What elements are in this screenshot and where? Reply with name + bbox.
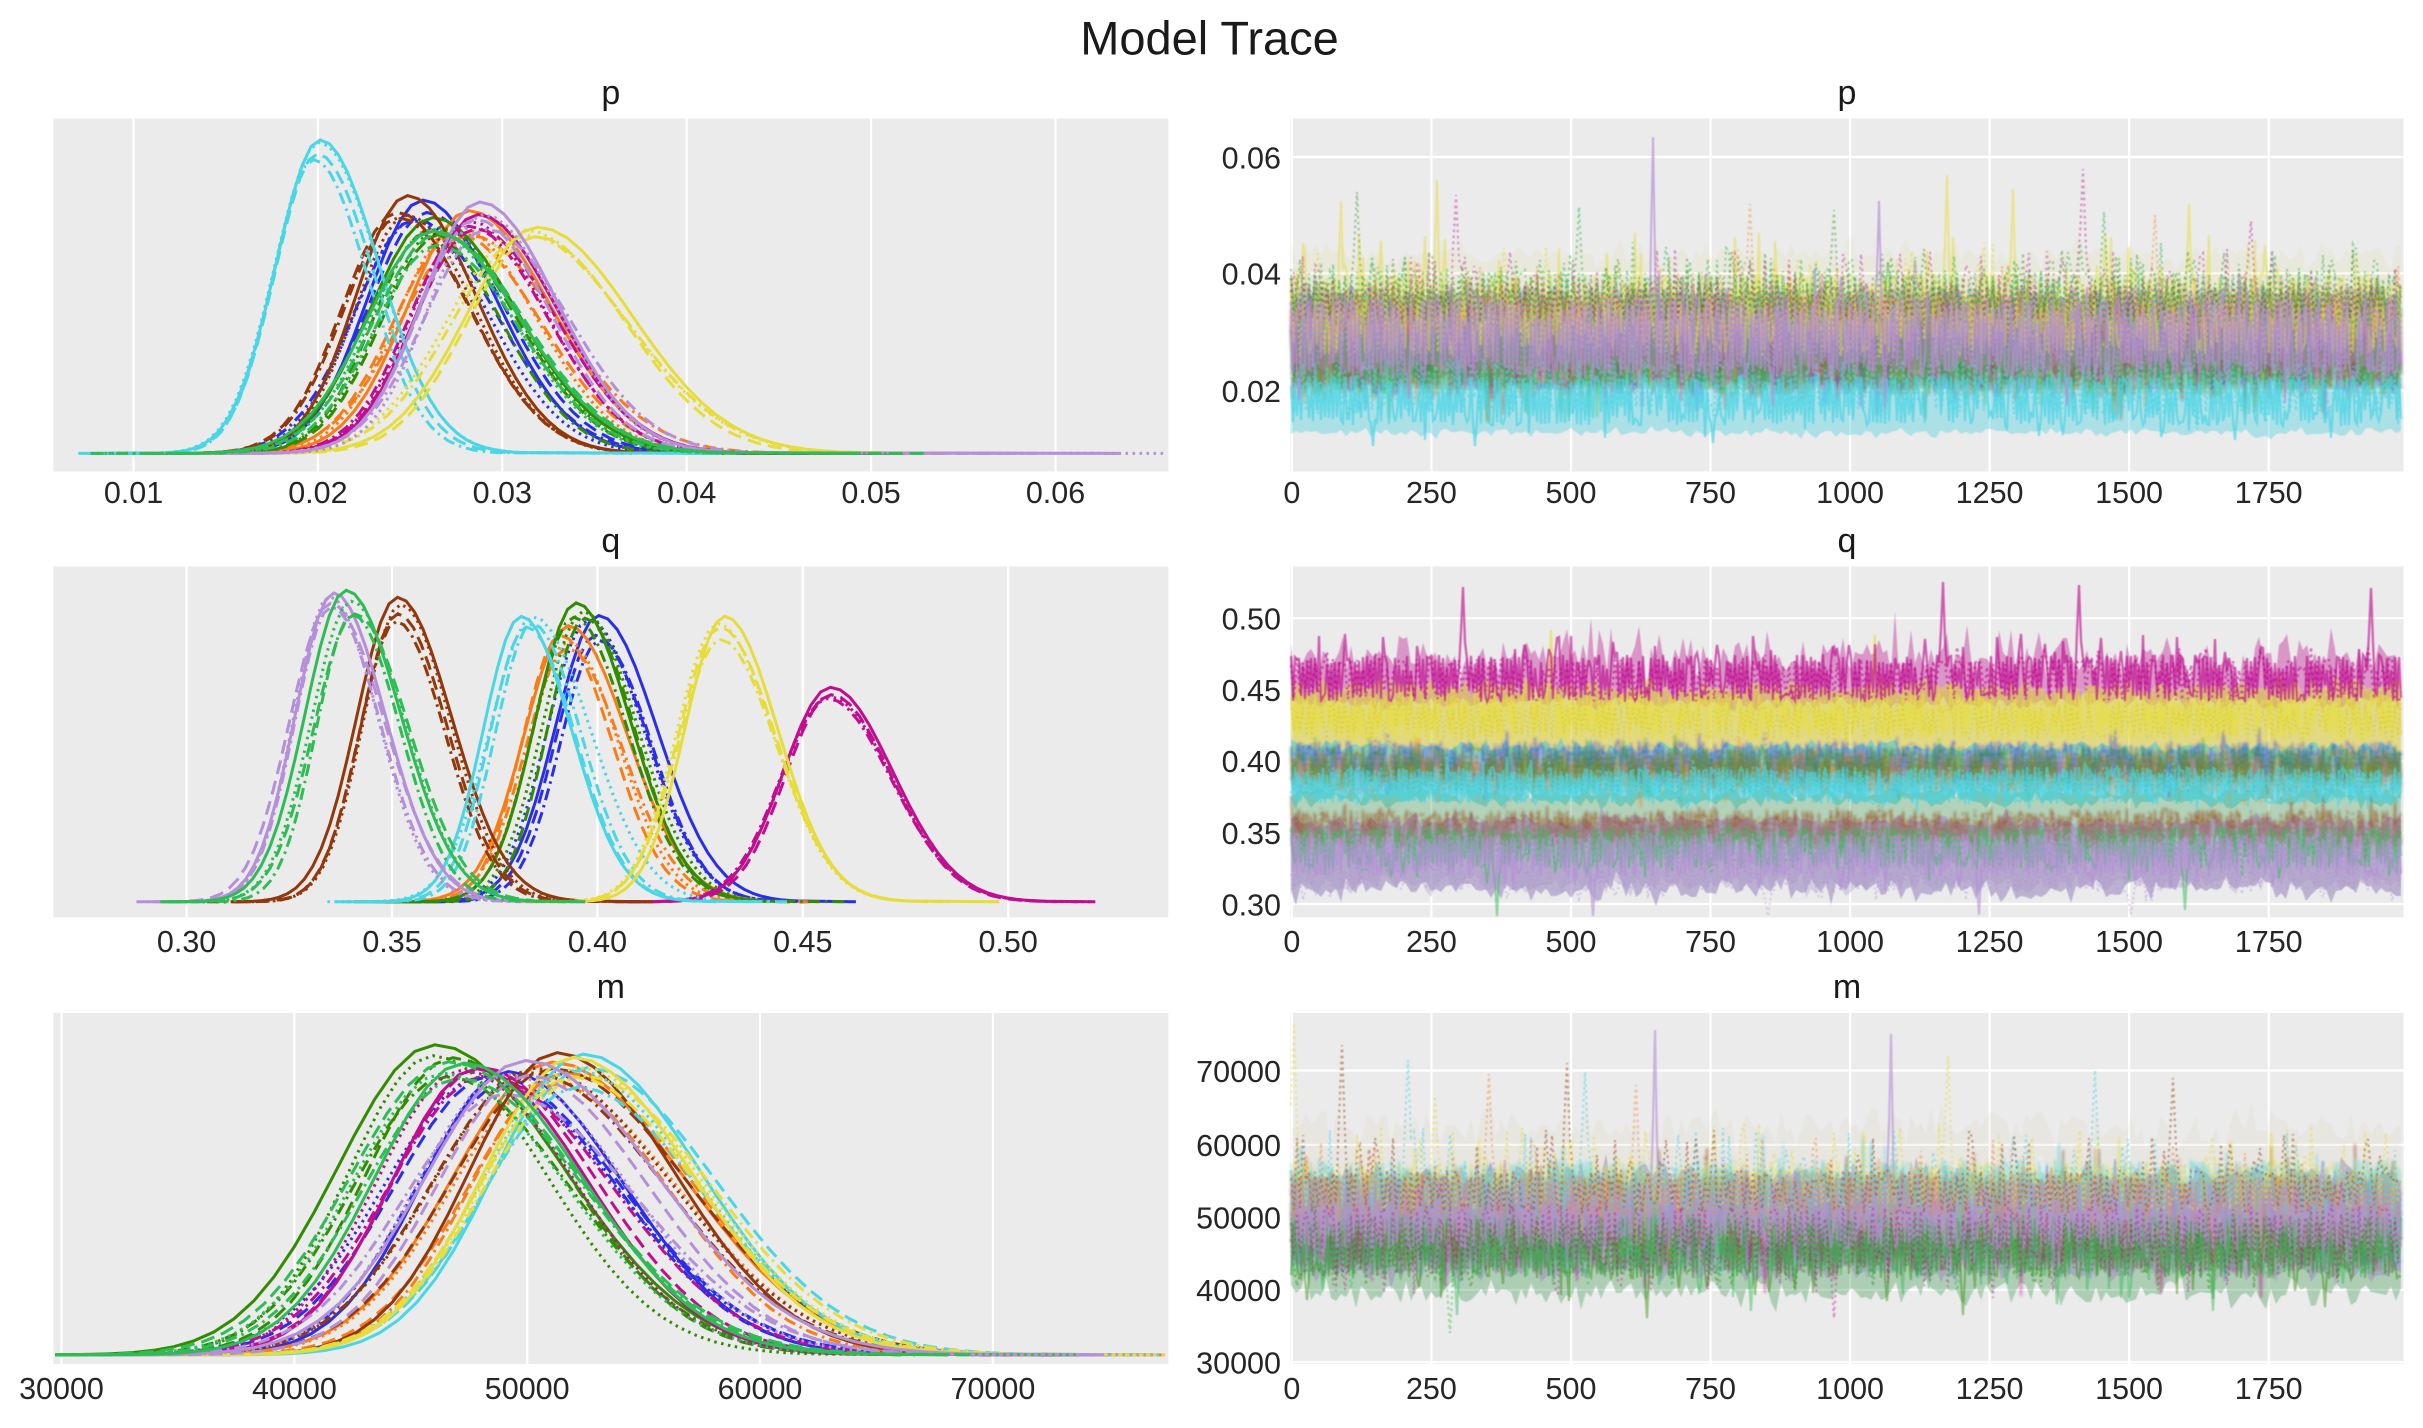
- svg-text:0.02: 0.02: [1222, 375, 1281, 409]
- svg-text:1250: 1250: [1956, 925, 2024, 959]
- svg-text:60000: 60000: [1196, 1129, 1281, 1163]
- svg-text:1000: 1000: [1816, 1372, 1884, 1406]
- svg-text:250: 250: [1406, 925, 1457, 959]
- svg-text:0.45: 0.45: [773, 925, 832, 959]
- svg-text:1000: 1000: [1816, 925, 1884, 959]
- svg-text:q: q: [601, 522, 620, 560]
- svg-text:70000: 70000: [1196, 1055, 1281, 1089]
- svg-text:40000: 40000: [252, 1372, 337, 1406]
- svg-text:0.50: 0.50: [979, 925, 1038, 959]
- svg-text:0.35: 0.35: [1222, 817, 1281, 851]
- svg-text:1500: 1500: [2095, 925, 2163, 959]
- svg-text:q: q: [1838, 522, 1857, 560]
- svg-text:0.02: 0.02: [288, 476, 347, 510]
- svg-text:250: 250: [1406, 1372, 1457, 1406]
- svg-text:0.45: 0.45: [1222, 674, 1281, 708]
- svg-text:250: 250: [1406, 476, 1457, 510]
- svg-text:0: 0: [1283, 925, 1300, 959]
- svg-text:0.30: 0.30: [1222, 888, 1281, 922]
- svg-text:40000: 40000: [1196, 1274, 1281, 1308]
- svg-text:1250: 1250: [1956, 476, 2024, 510]
- svg-text:1750: 1750: [2235, 925, 2303, 959]
- svg-text:0.40: 0.40: [568, 925, 627, 959]
- svg-text:60000: 60000: [718, 1372, 803, 1406]
- svg-text:0.50: 0.50: [1222, 603, 1281, 637]
- svg-text:1250: 1250: [1956, 1372, 2024, 1406]
- svg-text:500: 500: [1546, 1372, 1597, 1406]
- svg-text:500: 500: [1546, 476, 1597, 510]
- svg-text:0.06: 0.06: [1026, 476, 1085, 510]
- svg-text:m: m: [1833, 968, 1861, 1006]
- svg-text:50000: 50000: [485, 1372, 570, 1406]
- svg-text:1000: 1000: [1816, 476, 1884, 510]
- svg-text:0.40: 0.40: [1222, 745, 1281, 779]
- svg-text:0.30: 0.30: [157, 925, 216, 959]
- svg-text:0.04: 0.04: [657, 476, 716, 510]
- svg-text:Model Trace: Model Trace: [1080, 12, 1339, 65]
- svg-text:30000: 30000: [1196, 1346, 1281, 1380]
- svg-text:p: p: [1838, 74, 1857, 112]
- svg-text:1500: 1500: [2095, 1372, 2163, 1406]
- svg-text:750: 750: [1685, 1372, 1736, 1406]
- svg-text:500: 500: [1546, 925, 1597, 959]
- svg-text:70000: 70000: [950, 1372, 1035, 1406]
- svg-text:p: p: [601, 74, 620, 112]
- svg-text:1500: 1500: [2095, 476, 2163, 510]
- svg-text:0.35: 0.35: [362, 925, 421, 959]
- svg-text:0.05: 0.05: [841, 476, 900, 510]
- svg-text:750: 750: [1685, 476, 1736, 510]
- svg-text:30000: 30000: [19, 1372, 104, 1406]
- svg-text:0: 0: [1283, 476, 1300, 510]
- svg-text:0.01: 0.01: [104, 476, 163, 510]
- svg-text:1750: 1750: [2235, 476, 2303, 510]
- svg-text:1750: 1750: [2235, 1372, 2303, 1406]
- svg-text:750: 750: [1685, 925, 1736, 959]
- svg-text:m: m: [597, 968, 625, 1006]
- svg-text:0: 0: [1283, 1372, 1300, 1406]
- svg-text:50000: 50000: [1196, 1201, 1281, 1235]
- svg-text:0.04: 0.04: [1222, 258, 1281, 292]
- svg-text:0.06: 0.06: [1222, 141, 1281, 175]
- svg-text:0.03: 0.03: [473, 476, 532, 510]
